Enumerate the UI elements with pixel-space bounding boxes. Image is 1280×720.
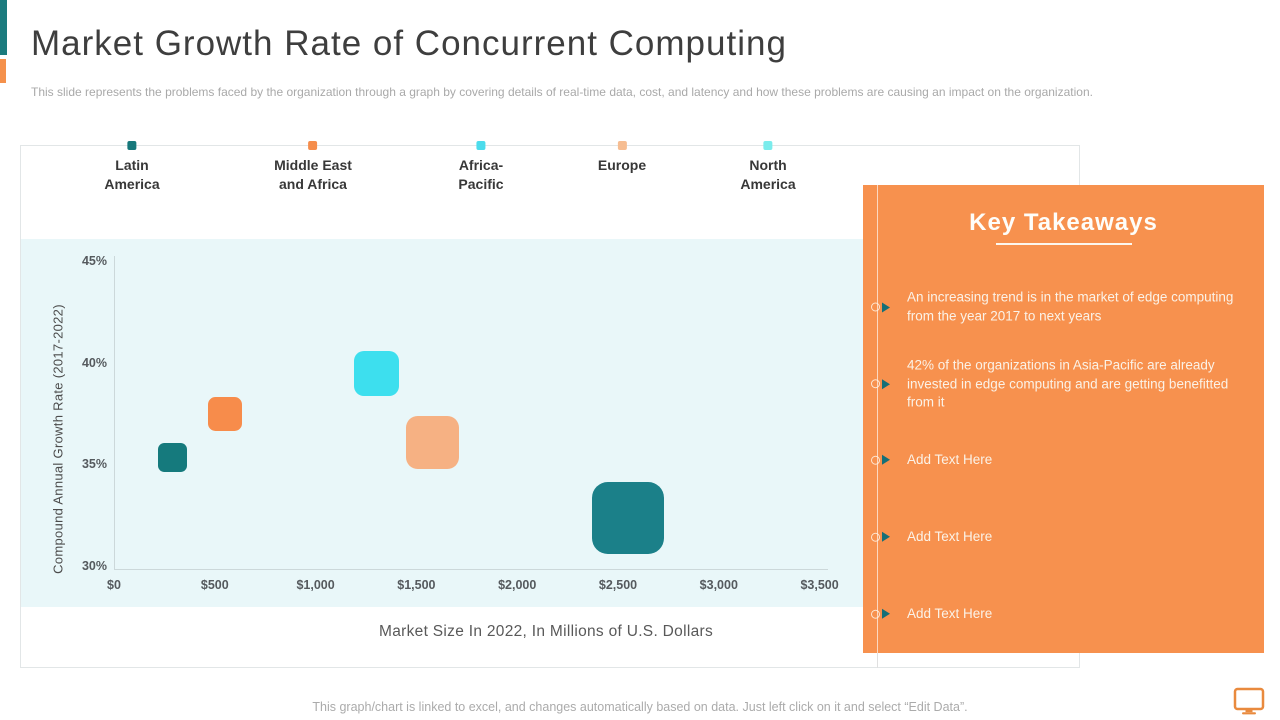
bullet-arrow-icon [882,379,890,389]
legend-label: Europe [597,157,647,173]
x-axis-line [114,569,828,570]
x-tick-label: $2,500 [598,578,638,592]
data-point-europe[interactable] [406,416,460,470]
y-tick-label: 40% [81,355,107,370]
y-tick-label: 45% [81,253,107,268]
bullet-arrow-icon [882,532,890,542]
page-subtitle: This slide represents the problems faced… [31,85,1093,99]
bullet-circle-icon [871,609,880,619]
legend-item[interactable]: Europe [598,141,646,175]
legend-item[interactable]: North America [740,141,796,194]
x-axis-title: Market Size In 2022, In Millions of U.S.… [379,623,713,640]
x-tick-label: $3,000 [699,578,738,592]
data-point-north-america[interactable] [592,482,665,555]
bullet-arrow-icon [882,302,890,312]
takeaway-item: An increasing trend is in the market of … [871,289,1243,326]
takeaway-item: 42% of the organizations in Asia-Pacific… [871,356,1243,412]
takeaway-text: Add Text Here [907,605,993,621]
legend-marker [617,141,627,150]
takeaway-text: Add Text Here [907,451,993,467]
legend-label: North America [740,157,796,192]
takeaway-placeholder-item[interactable]: Add Text Here [871,451,1243,470]
legend-label: Middle East and Africa [274,157,352,192]
legend-item[interactable]: Latin America [104,141,160,194]
legend-label: Latin America [104,157,160,192]
footer-note: This graph/chart is linked to excel, and… [312,700,968,714]
legend-item[interactable]: Africa- Pacific [458,141,504,194]
y-tick-label: 30% [81,559,107,573]
bullet-circle-icon [871,302,880,312]
takeaway-text: An increasing trend is in the market of … [907,289,1234,324]
takeaways-title-underline [995,243,1132,245]
bullet-circle-icon [871,455,880,465]
bullet-circle-icon [871,379,880,389]
x-tick-label: $1,500 [397,578,436,592]
monitor-icon [1233,687,1265,715]
takeaway-placeholder-item[interactable]: Add Text Here [871,528,1243,547]
legend-marker [476,141,486,150]
data-point-middle-east-and-africa[interactable] [207,397,242,432]
key-takeaways-panel: Key Takeaways An increasing trend is in … [863,185,1264,653]
legend-marker [308,141,318,150]
legend-item[interactable]: Middle East and Africa [274,141,352,194]
x-tick-label: $2,000 [498,578,537,592]
x-tick-label: $0 [107,578,121,592]
x-tick-label: $500 [200,578,229,592]
accent-bar-teal [0,0,7,55]
y-axis-title: Compound Annual Growth Rate (2017-2022) [50,304,66,574]
y-axis-line [114,256,115,569]
bullet-circle-icon [871,532,880,542]
takeaway-text: Add Text Here [907,528,993,544]
takeaway-placeholder-item[interactable]: Add Text Here [871,605,1243,624]
key-takeaways-title: Key Takeaways [969,209,1158,236]
legend-label: Africa- Pacific [458,157,504,192]
bullet-arrow-icon [882,609,890,619]
x-tick-label: $3,500 [800,578,839,592]
legend-marker [763,141,773,150]
accent-bar-orange [0,59,6,83]
bullet-arrow-icon [882,455,890,465]
data-point-africa-pacific[interactable] [353,351,399,397]
takeaway-text: 42% of the organizations in Asia-Pacific… [907,357,1229,410]
data-point-latin-america[interactable] [157,442,187,472]
x-tick-label: $1,000 [296,578,335,592]
page-title: Market Growth Rate of Concurrent Computi… [31,24,787,63]
takeaways-timeline-extension [877,653,878,668]
y-tick-label: 35% [81,457,107,472]
legend-marker [127,141,137,150]
takeaways-timeline [877,185,878,653]
